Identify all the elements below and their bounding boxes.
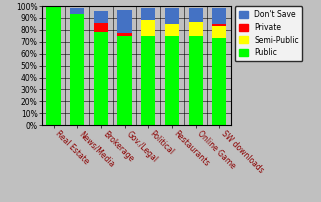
Bar <box>212 24 226 26</box>
Bar <box>70 14 84 125</box>
Bar <box>70 8 84 14</box>
Bar <box>141 36 155 125</box>
Bar <box>94 11 108 23</box>
Bar <box>94 23 108 32</box>
Bar <box>141 20 155 36</box>
Bar <box>117 36 132 125</box>
Bar <box>165 8 179 24</box>
Bar <box>141 8 155 20</box>
Bar <box>117 10 132 34</box>
Bar <box>165 36 179 125</box>
Legend: Don't Save, Private, Semi-Public, Public: Don't Save, Private, Semi-Public, Public <box>235 6 302 61</box>
Bar <box>117 34 132 36</box>
Bar <box>212 26 226 38</box>
Bar <box>188 8 203 22</box>
Bar <box>94 32 108 125</box>
Bar <box>188 22 203 36</box>
Bar <box>188 36 203 125</box>
Bar <box>212 38 226 125</box>
Bar <box>212 8 226 24</box>
Bar <box>165 24 179 36</box>
Bar <box>47 6 61 125</box>
